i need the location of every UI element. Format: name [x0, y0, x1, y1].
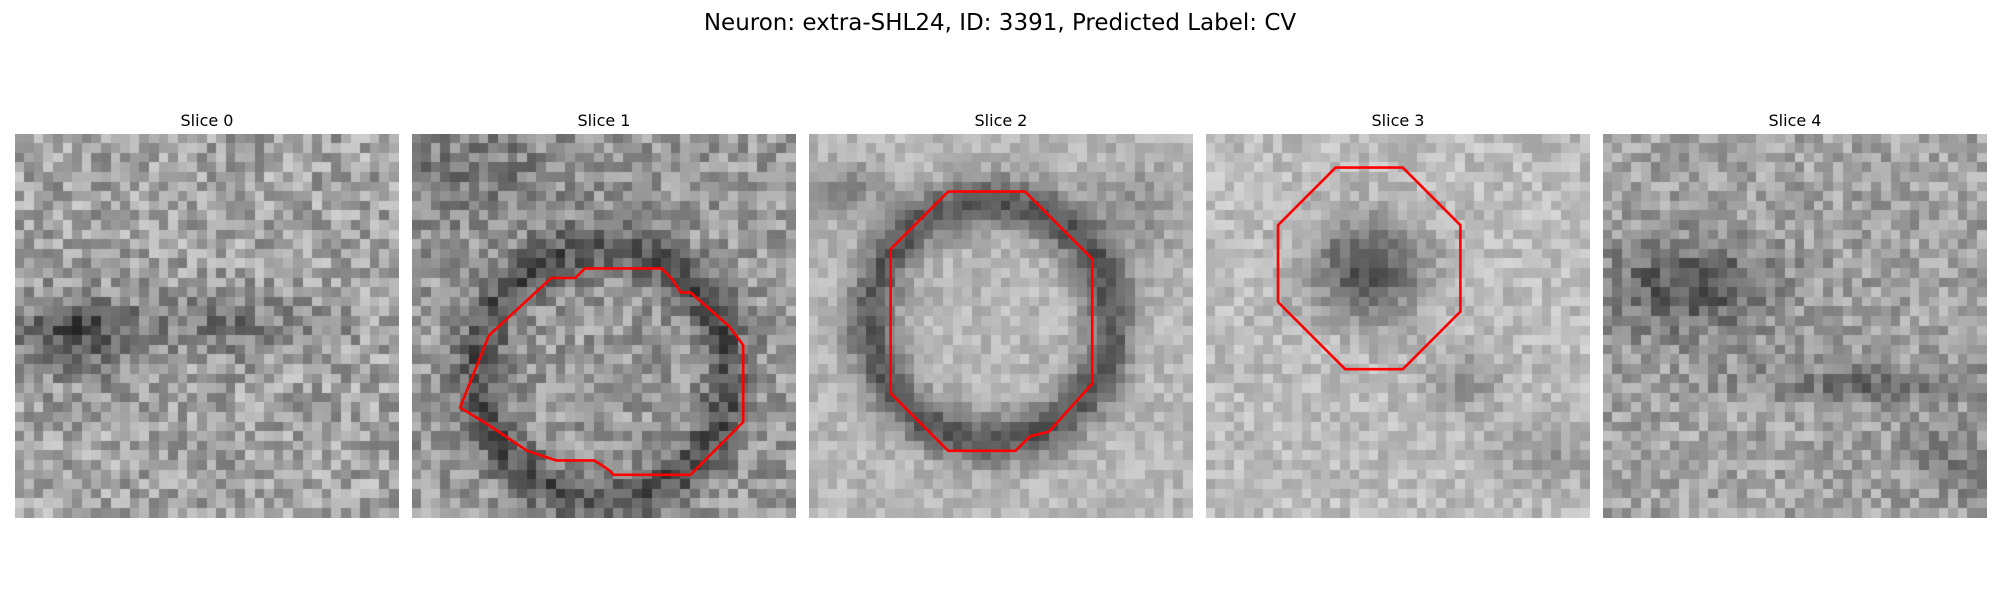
slice-title-2: Slice 2: [974, 111, 1028, 130]
slice-image-4: [1603, 134, 1987, 518]
slice-panel-4: Slice 4: [1603, 108, 1987, 518]
slice-title-1: Slice 1: [577, 111, 631, 130]
slice-title-0: Slice 0: [180, 111, 234, 130]
figure-title: Neuron: extra-SHL24, ID: 3391, Predicted…: [703, 10, 1297, 36]
slice-panel-2: Slice 2: [809, 108, 1193, 518]
slice-panel-1: Slice 1: [412, 108, 796, 518]
slice-image-1: [412, 134, 796, 518]
slice-image-0: [15, 134, 399, 518]
slice-panel-0: Slice 0: [15, 108, 399, 518]
slice-panel-3: Slice 3: [1206, 108, 1590, 518]
slice-title-3: Slice 3: [1371, 111, 1425, 130]
slice-image-2: [809, 134, 1193, 518]
slice-image-3: [1206, 134, 1590, 518]
slice-title-4: Slice 4: [1768, 111, 1822, 130]
